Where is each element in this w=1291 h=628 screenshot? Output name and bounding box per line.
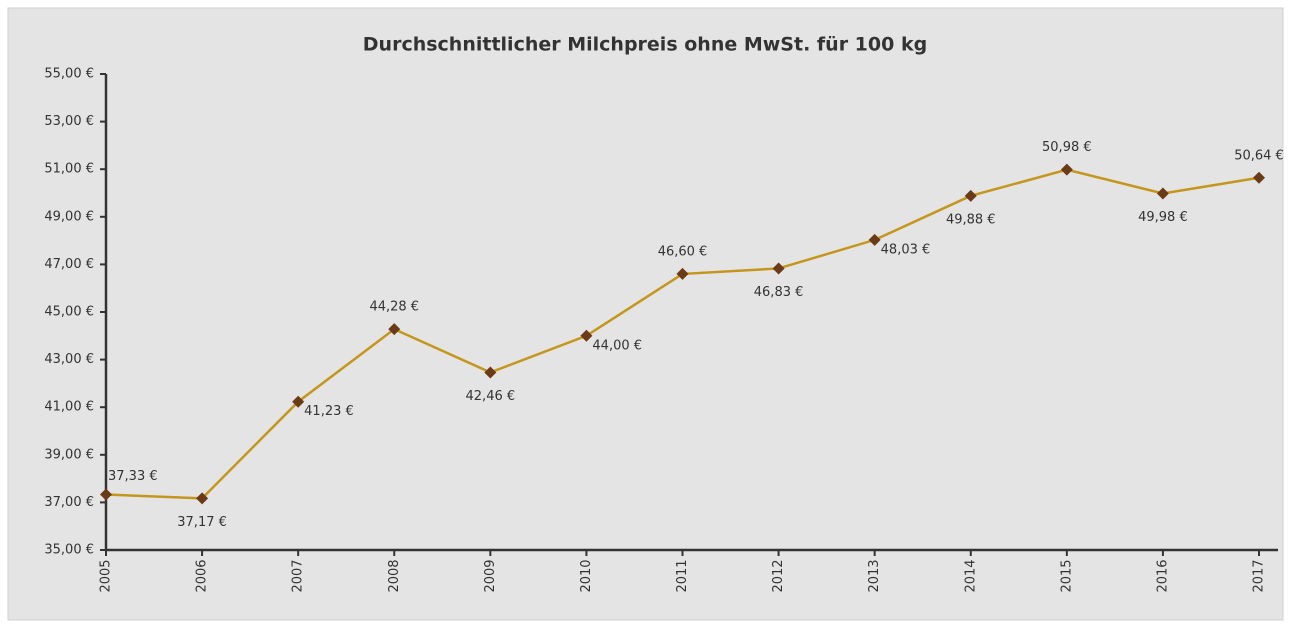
data-marker [388, 323, 401, 336]
data-label: 41,23 € [304, 404, 354, 419]
x-tick-label: 2007 [291, 559, 306, 592]
chart-background [7, 7, 1284, 621]
x-tick-label: 2015 [1059, 559, 1074, 592]
data-marker [196, 492, 209, 505]
y-tick-label: 55,00 € [44, 67, 94, 82]
x-tick-label: 2016 [1155, 559, 1170, 592]
y-tick-label: 39,00 € [44, 447, 94, 462]
data-label: 46,60 € [658, 244, 708, 259]
y-tick-label: 43,00 € [44, 352, 94, 367]
y-tick-label: 45,00 € [44, 305, 94, 320]
data-marker [772, 262, 785, 275]
data-marker [484, 366, 497, 379]
data-marker [580, 329, 593, 342]
x-tick-label: 2010 [579, 559, 594, 592]
data-label: 37,33 € [108, 469, 158, 484]
data-marker [868, 233, 881, 246]
data-label: 37,17 € [177, 515, 227, 530]
x-tick-label: 2012 [771, 559, 786, 592]
data-label: 49,98 € [1138, 210, 1188, 225]
data-marker [1156, 187, 1169, 200]
y-tick-label: 35,00 € [44, 543, 94, 558]
y-tick-label: 37,00 € [44, 495, 94, 510]
data-label: 49,88 € [946, 212, 996, 227]
chart-title: Durchschnittlicher Milchpreis ohne MwSt.… [363, 34, 927, 56]
data-marker [964, 189, 977, 202]
data-label: 46,83 € [754, 285, 804, 300]
data-marker [292, 395, 305, 408]
data-label: 42,46 € [466, 389, 516, 404]
x-tick-label: 2013 [867, 559, 882, 592]
data-label: 44,00 € [592, 338, 642, 353]
data-label: 44,28 € [369, 300, 419, 315]
y-tick-label: 53,00 € [44, 114, 94, 129]
data-marker [100, 488, 112, 501]
x-tick-label: 2006 [195, 559, 210, 592]
y-tick-label: 51,00 € [44, 162, 94, 177]
y-tick-label: 41,00 € [44, 400, 94, 415]
data-label: 50,98 € [1042, 140, 1092, 155]
x-tick-label: 2005 [99, 559, 114, 592]
x-tick-label: 2008 [387, 559, 402, 592]
x-tick-label: 2011 [675, 559, 690, 592]
x-tick-label: 2017 [1252, 559, 1267, 592]
x-tick-label: 2009 [483, 559, 498, 592]
y-tick-label: 49,00 € [44, 209, 94, 224]
data-marker [1060, 163, 1073, 176]
y-tick-label: 47,00 € [44, 257, 94, 272]
data-label: 50,64 € [1234, 148, 1284, 163]
data-marker [676, 267, 689, 280]
data-marker [1253, 171, 1265, 184]
data-label: 48,03 € [881, 242, 931, 257]
x-tick-label: 2014 [963, 559, 978, 592]
